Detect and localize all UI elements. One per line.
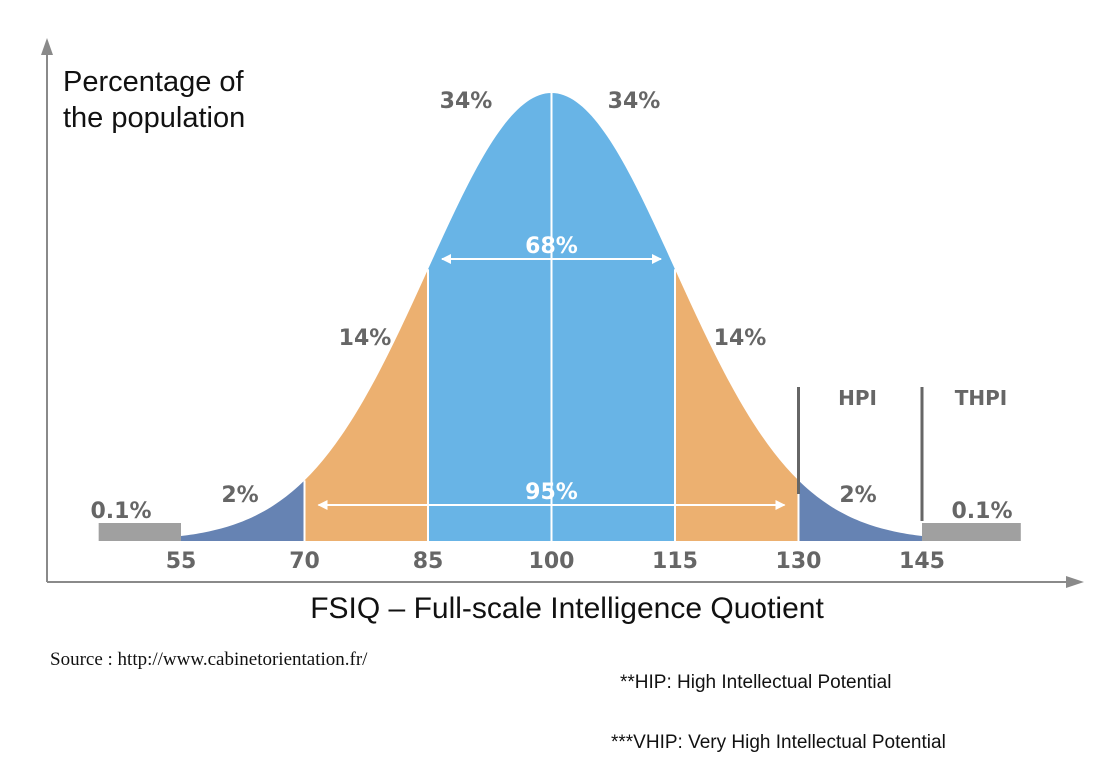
span-label-0: 68% bbox=[525, 234, 578, 259]
source-text: Source : http://www.cabinetorientation.f… bbox=[50, 649, 368, 670]
percent-label-3: 34% bbox=[440, 89, 493, 114]
threshold-label-0: HPI bbox=[838, 386, 877, 410]
percent-label-1: 2% bbox=[221, 483, 258, 508]
segment-4 bbox=[551, 93, 675, 541]
y-axis-arrow bbox=[41, 38, 53, 55]
segment-3 bbox=[428, 93, 552, 541]
chart-labels: 68% 95% 0.1% 2% 14% 34% 34% 14% 2% 0.1% 55 70 85 100 1… bbox=[90, 89, 1012, 574]
hip-note: **HIP: High Intellectual Potential bbox=[620, 672, 892, 693]
x-axis-label-text: FSIQ – Full-scale Intelligence Quotient bbox=[310, 592, 824, 625]
segment-7 bbox=[922, 523, 1021, 541]
y-axis-label: Percentage of the population bbox=[63, 64, 323, 136]
percent-label-2: 14% bbox=[339, 326, 392, 351]
percent-label-6: 2% bbox=[839, 483, 876, 508]
threshold-label-1: THPI bbox=[955, 386, 1007, 410]
segment-2 bbox=[304, 269, 428, 541]
tick-label-145: 145 bbox=[899, 549, 945, 574]
chart-axes bbox=[41, 38, 1084, 588]
bell-curve-chart: 68% 95% 0.1% 2% 14% 34% 34% 14% 2% 0.1% 55 70 85 100 1… bbox=[41, 38, 1084, 588]
x-axis-arrow bbox=[1066, 576, 1084, 588]
segment-1 bbox=[181, 480, 305, 541]
span-label-1: 95% bbox=[525, 480, 578, 505]
tick-label-130: 130 bbox=[776, 549, 822, 574]
vhip-note: ***VHIP: Very High Intellectual Potentia… bbox=[611, 732, 946, 753]
y-axis-label-line2: the population bbox=[63, 102, 246, 134]
percent-label-0: 0.1% bbox=[90, 499, 151, 524]
percent-label-5: 14% bbox=[714, 326, 767, 351]
tick-label-70: 70 bbox=[289, 549, 320, 574]
x-axis-label: FSIQ – Full-scale Intelligence Quotient bbox=[0, 592, 1096, 626]
tick-label-100: 100 bbox=[529, 549, 575, 574]
segment-5 bbox=[675, 269, 799, 541]
divider-lines bbox=[303, 93, 924, 541]
tick-label-85: 85 bbox=[413, 549, 444, 574]
segment-6 bbox=[798, 480, 922, 541]
percent-label-4: 34% bbox=[608, 89, 661, 114]
tick-label-55: 55 bbox=[166, 549, 197, 574]
y-axis-label-line1: Percentage of bbox=[63, 66, 244, 98]
percent-label-7: 0.1% bbox=[951, 499, 1012, 524]
segment-0 bbox=[98, 523, 181, 541]
tick-label-115: 115 bbox=[652, 549, 698, 574]
curve-segments bbox=[98, 93, 1021, 541]
